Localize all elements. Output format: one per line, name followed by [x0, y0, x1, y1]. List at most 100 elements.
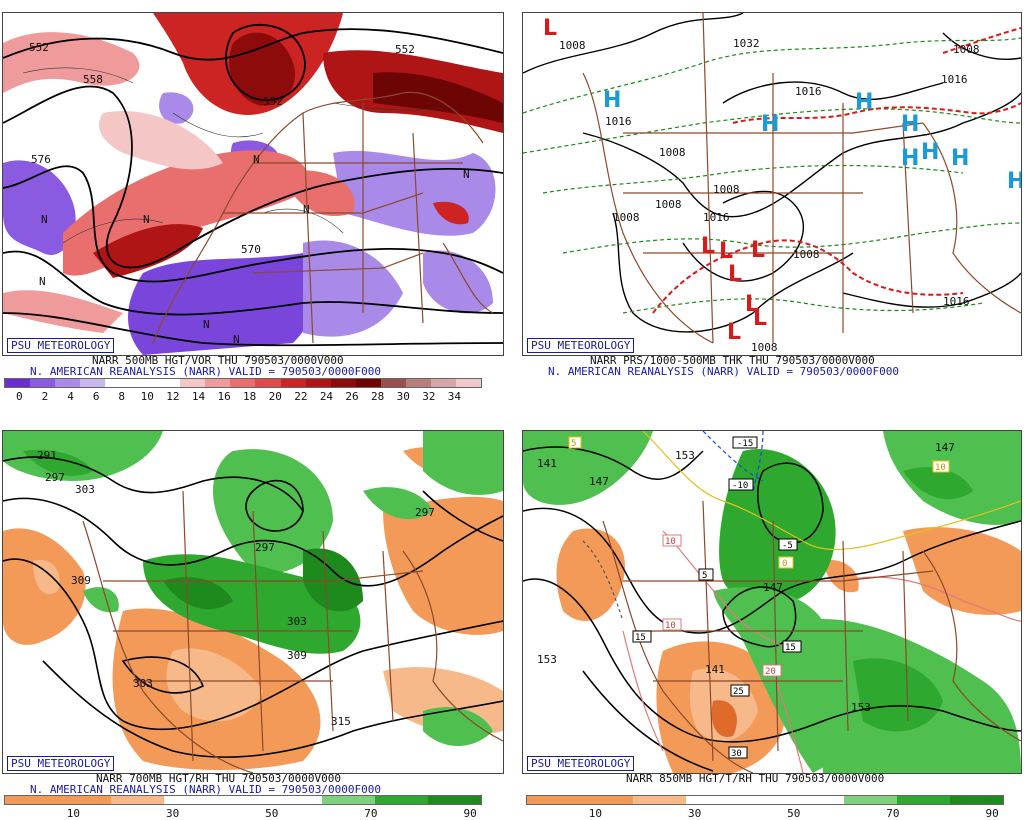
vort-fill-low [423, 250, 493, 314]
map-sfc-pressure: 1008 1032 1016 1016 1008 1008 1008 1008 … [522, 12, 1022, 356]
isobar-label: 1008 [793, 248, 820, 261]
isobar-labels: 1008 1032 1016 1016 1008 1008 1008 1008 … [559, 37, 980, 354]
political-boundaries [82, 490, 503, 773]
caption-product: NARR 850MB HGT/T/RH THU 790503/0000V000 [626, 772, 885, 785]
panel-850mb-t-rh: 141 147 153 147 147 153 141 153 -15 -10 … [518, 418, 1024, 820]
colorbar-swatch [269, 796, 323, 804]
colorbar-tick-label: 30 [396, 390, 410, 403]
low-symbol: L [719, 239, 733, 264]
svg-text:30: 30 [731, 749, 742, 759]
isobar-label: 1016 [605, 115, 632, 128]
colorbar-swatch [230, 379, 256, 387]
contour-label: 297 [415, 506, 435, 519]
low-symbol: L [753, 306, 767, 331]
map-850mb: 141 147 153 147 147 153 141 153 -15 -10 … [522, 430, 1022, 774]
colorbar-swatch [280, 379, 306, 387]
contour-label: 552 [29, 41, 49, 54]
isobar-label: 1008 [713, 183, 740, 196]
n-marker: N [253, 153, 260, 166]
colorbar-tick-label: 18 [243, 390, 257, 403]
colorbar-swatch [305, 379, 331, 387]
caption-valid: N. AMERICAN REANALYSIS (NARR) VALID = 79… [30, 783, 381, 796]
psu-meteorology-badge: PSU METEOROLOGY [527, 756, 635, 771]
colorbar-tick-label: 4 [67, 390, 74, 403]
political-boundaries [152, 91, 494, 344]
vort-fill-low [303, 240, 403, 337]
isobar-label: 1016 [795, 85, 822, 98]
svg-text:-15: -15 [737, 439, 753, 449]
high-pressure-centers: H H H H H H H H [603, 88, 1021, 194]
n-marker: N [233, 333, 240, 346]
contour-label: 552 [263, 95, 283, 108]
contour-labels: 291 297 303 309 297 297 303 309 303 315 [37, 449, 435, 728]
contour-label: 153 [675, 449, 695, 462]
pressure-map-svg: 1008 1032 1016 1016 1008 1008 1008 1008 … [523, 13, 1021, 354]
low-symbol: L [745, 292, 759, 317]
colorbar-tick-label: 90 [463, 807, 477, 820]
colorbar-swatch [579, 796, 633, 804]
colorbar-swatch [380, 379, 406, 387]
isobar-label: 1008 [953, 43, 980, 56]
contour-label: 291 [37, 449, 57, 462]
colorbar-tick-label: 50 [265, 807, 279, 820]
isobar-label: 1016 [941, 73, 968, 86]
height-contours [3, 456, 503, 758]
svg-text:0: 0 [782, 559, 787, 569]
contour-label: 309 [287, 649, 307, 662]
caption-product: NARR 700MB HGT/RH THU 790503/0000V000 [96, 772, 342, 785]
colorbar-swatch [255, 379, 281, 387]
political-boundaries [582, 13, 1021, 344]
contour-label: 297 [255, 541, 275, 554]
colorbar-tick-label: 32 [422, 390, 436, 403]
rh-colorbar-ticks: 10 30 50 70 90 [526, 807, 1002, 820]
colorbar-swatch [430, 379, 456, 387]
isobar-label: 1008 [659, 146, 686, 159]
contour-labels: 141 147 153 147 147 153 141 153 [537, 441, 955, 714]
n-marker: N [41, 213, 48, 226]
low-pressure-centers: L L L L L L L L [543, 16, 767, 345]
colorbar-swatch [738, 796, 792, 804]
height-contours [3, 24, 503, 347]
colorbar-swatch [405, 379, 431, 387]
rh850-map-svg: 141 147 153 147 147 153 141 153 -15 -10 … [523, 431, 1021, 773]
political-boundaries [602, 500, 1021, 773]
vort-fill-high [3, 290, 123, 333]
colorbar-swatch [105, 379, 131, 387]
colorbar-tick-label: 50 [787, 807, 801, 820]
colorbar-swatch [527, 796, 580, 804]
contour-label: 552 [395, 43, 415, 56]
vorticity-colorbar-ticks: 0 2 4 6 8 10 12 14 16 18 20 22 24 26 28 30 32 34 [4, 390, 480, 403]
colorbar-swatch [844, 796, 898, 804]
low-symbol: L [751, 238, 765, 263]
colorbar-swatch [110, 796, 164, 804]
isobar-label: 1016 [703, 211, 730, 224]
map-500mb: 552 558 576 552 552 570 N N N N N N N N … [2, 12, 504, 356]
vort-fill-high [373, 72, 503, 123]
psu-meteorology-badge: PSU METEOROLOGY [527, 338, 635, 353]
temp-box: 30 [728, 746, 748, 759]
colorbar-tick-label: 6 [92, 390, 100, 403]
panel-sfc-pressure-thickness: 1008 1032 1016 1016 1008 1008 1008 1008 … [518, 0, 1024, 400]
colorbar-tick-label: 8 [118, 390, 126, 403]
contour-label: 141 [537, 457, 557, 470]
contour-label: 147 [589, 475, 609, 488]
colorbar-tick-label: 10 [66, 807, 81, 820]
temp-box: 10 [932, 460, 950, 473]
colorbar-tick-label: 10 [140, 390, 154, 403]
caption-valid: N. AMERICAN REANALYSIS (NARR) VALID = 79… [548, 365, 899, 378]
temp-box: -10 [728, 478, 754, 491]
colorbar-swatch [355, 379, 381, 387]
colorbar-swatch [55, 379, 81, 387]
colorbar-tick-label: 2 [41, 390, 49, 403]
temp-box: 10 [662, 534, 682, 547]
colorbar-tick-label: 12 [166, 390, 180, 403]
vorticity-map-svg: 552 558 576 552 552 570 N N N N N N N N [3, 13, 503, 355]
colorbar-swatch [375, 796, 429, 804]
high-symbol: H [1007, 169, 1021, 194]
contour-label: 303 [75, 483, 95, 496]
contour-label: 315 [331, 715, 351, 728]
temp-box: 15 [632, 630, 652, 643]
colorbar-swatch [791, 796, 845, 804]
low-symbol: L [701, 234, 715, 259]
svg-text:20: 20 [765, 667, 776, 677]
